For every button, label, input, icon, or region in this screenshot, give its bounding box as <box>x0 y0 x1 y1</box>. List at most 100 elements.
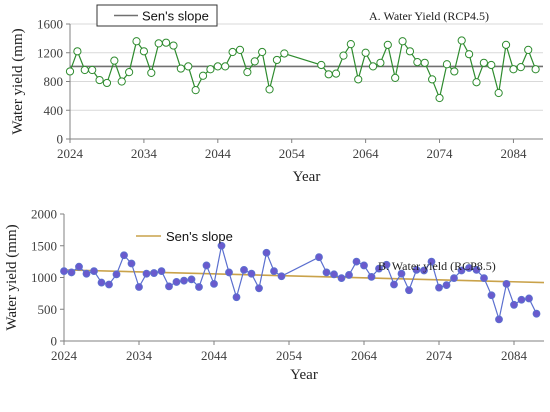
chart-b-data-point <box>427 257 436 266</box>
chart-a-data-point <box>125 68 134 77</box>
chart-a-x-tick-label: 2044 <box>205 146 232 161</box>
chart-a-data-point <box>450 67 459 76</box>
chart-b-data-point <box>375 264 383 273</box>
chart-b-data-point <box>405 286 413 295</box>
chart-a-data-point <box>457 36 466 45</box>
chart-b-data-point <box>457 266 466 275</box>
chart-b-data-point <box>210 279 218 288</box>
chart-b-data-point <box>240 265 248 274</box>
chart-a-x-tick-label: 2024 <box>57 146 84 161</box>
chart-a-data-point <box>154 39 163 48</box>
chart-a-data-point <box>354 75 363 84</box>
chart-a-data-point <box>139 47 149 56</box>
chart-a-svg: 0 400 800 1200 1600 2024 2034 2044 2054 2064 2074 2… <box>10 4 543 185</box>
chart-b-data-point <box>315 253 323 262</box>
chart-a-legend-label: Sen's slope <box>142 9 209 24</box>
chart-a-data-point <box>243 68 252 77</box>
chart-b-data-point <box>180 276 188 285</box>
chart-b-data-point <box>112 270 121 279</box>
chart-b-data-point <box>75 262 83 271</box>
chart-a-data-point <box>280 49 289 58</box>
chart-b-data-point <box>120 251 128 260</box>
chart-b-x-tick-label: 2074 <box>426 348 453 363</box>
chart-b-data-point <box>67 268 76 277</box>
chart-a-series-line <box>69 38 537 101</box>
chart-b-series-line <box>63 245 538 322</box>
chart-b-annotation: B. Water yield (RCP8.5) <box>378 259 496 273</box>
chart-b-data-point <box>142 269 151 278</box>
chart-b-data-point <box>337 274 346 283</box>
chart-a-data-point <box>73 47 82 56</box>
chart-b-data-point <box>150 269 158 277</box>
chart-b-data-point <box>435 283 443 292</box>
chart-b-data-point <box>360 261 368 270</box>
chart-a: 0 400 800 1200 1600 2024 2034 2044 2054 2064 2074 2… <box>0 0 550 200</box>
chart-b-y-tick-label: 1500 <box>31 238 57 253</box>
chart-b-data-point <box>202 261 211 270</box>
chart-b-x-tick-label: 2064 <box>351 348 378 363</box>
chart-a-data-point <box>317 60 326 70</box>
chart-a-data-point <box>361 48 370 57</box>
chart-b-y-tick-label: 2000 <box>31 207 57 222</box>
chart-b-data-point <box>525 294 533 303</box>
chart-b-data-point <box>367 272 376 281</box>
chart-a-data-point <box>161 38 171 47</box>
chart-a-x-tick-label: 2034 <box>131 146 158 161</box>
chart-a-data-point <box>501 40 511 49</box>
chart-a-data-point <box>509 65 518 74</box>
chart-a-x-tick-label: 2054 <box>279 146 306 161</box>
chart-a-data-point <box>472 78 481 87</box>
chart-b-data-point <box>255 284 263 293</box>
chart-b-data-point <box>517 295 526 304</box>
chart-a-y-tick-label: 1200 <box>37 45 63 60</box>
chart-a-data-point <box>324 70 333 79</box>
chart-a-legend-box <box>96 4 218 27</box>
chart-a-data-point <box>391 73 400 83</box>
chart-a-data-point <box>368 62 378 71</box>
chart-a-data-point <box>516 63 525 72</box>
chart-a-data-point <box>272 55 282 65</box>
chart-a-data-point <box>524 45 533 54</box>
chart-b-data-point <box>450 274 458 283</box>
chart-b: 0 500 1000 1500 2000 2024 2034 2044 2054 2064 2074… <box>0 200 550 412</box>
chart-a-data-point <box>65 67 75 76</box>
chart-b-x-tick-label: 2044 <box>201 348 228 363</box>
chart-a-data-point <box>221 62 230 71</box>
chart-a-annotation: A. Water Yield (RCP4.5) <box>369 9 489 23</box>
chart-a-data-point <box>206 65 215 74</box>
chart-a-data-point <box>398 37 407 46</box>
chart-b-data-point <box>60 267 68 276</box>
chart-a-data-point <box>405 47 415 56</box>
chart-a-data-point <box>110 56 119 65</box>
chart-b-data-point <box>502 279 511 288</box>
chart-b-data-point <box>232 293 241 302</box>
chart-b-data-point <box>352 257 361 266</box>
chart-b-data-point <box>345 271 353 279</box>
chart-a-data-point <box>428 75 437 84</box>
chart-b-data-point <box>472 265 481 274</box>
chart-b-data-point <box>495 315 503 324</box>
chart-b-data-point <box>510 300 518 309</box>
chart-b-data-point <box>247 269 256 278</box>
chart-a-data-point <box>331 69 341 78</box>
chart-b-data-point <box>225 268 233 277</box>
chart-a-y-tick-label: 400 <box>44 103 64 118</box>
chart-b-data-point <box>322 268 331 277</box>
chart-b-x-tick-label: 2034 <box>126 348 153 363</box>
chart-b-data-point <box>330 270 338 279</box>
chart-a-data-point <box>494 88 503 98</box>
chart-a-data-point <box>265 85 274 94</box>
chart-a-data-point <box>376 58 385 67</box>
chart-a-data-point <box>383 40 392 49</box>
chart-a-data-point <box>339 51 348 60</box>
chart-b-data-point <box>82 269 91 278</box>
chart-b-data-point <box>217 241 226 250</box>
chart-b-legend-label: Sen's slope <box>166 229 233 244</box>
chart-a-data-point <box>80 65 89 75</box>
chart-b-data-point <box>262 248 271 257</box>
chart-a-data-point <box>258 47 267 57</box>
chart-a-data-point <box>95 75 104 85</box>
chart-a-data-point <box>88 65 97 75</box>
chart-a-data-point <box>464 50 474 59</box>
chart-a-data-point <box>435 93 444 103</box>
